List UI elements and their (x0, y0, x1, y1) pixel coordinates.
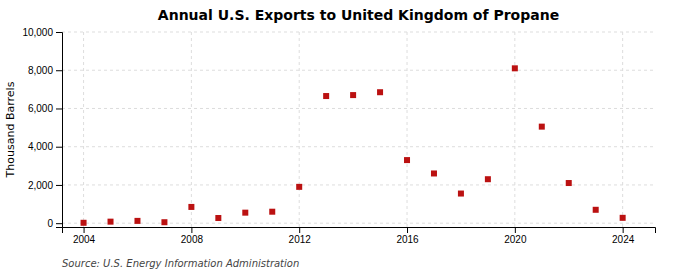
x-axis-line (63, 228, 656, 234)
point (296, 184, 302, 190)
x-tick-label: 2016 (396, 234, 419, 245)
point (323, 93, 329, 99)
point (242, 210, 248, 216)
point (431, 170, 437, 176)
plot-area: 2004 2008 2012 2016 2020 2024 0 2,000 4,000 6,000… (22, 27, 655, 245)
point (539, 124, 545, 130)
point (188, 204, 194, 210)
y-tick-label: 0 (47, 218, 53, 229)
point (377, 89, 383, 95)
grid-line-y (62, 32, 655, 33)
y-tick-mark (56, 32, 62, 33)
x-tick: 2012 (289, 227, 312, 245)
y-tick-mark (56, 185, 62, 186)
x-tick-mark (191, 227, 192, 233)
y-tick: 2,000 (28, 180, 62, 191)
x-tick-label: 2008 (181, 234, 204, 245)
point (81, 220, 87, 226)
point (566, 180, 572, 186)
grid (62, 32, 655, 227)
y-tick-mark (56, 70, 62, 71)
x-tick: 2004 (73, 227, 96, 245)
y-tick: 0 (47, 218, 62, 229)
x-tick-mark (515, 227, 516, 233)
x-tick: 2024 (612, 227, 635, 245)
grid-line-y (62, 146, 655, 147)
chart: 2004 2008 2012 2016 2020 2024 0 2,000 4,000 6,000… (0, 0, 675, 275)
grid-line-x (191, 32, 192, 227)
y-tick-label: 2,000 (28, 180, 53, 191)
x-tick-mark (407, 227, 408, 233)
grid-line-x (514, 32, 515, 227)
point (269, 209, 275, 215)
y-tick: 8,000 (28, 65, 62, 76)
y-tick: 4,000 (28, 141, 62, 152)
y-tick-mark (56, 223, 62, 224)
x-axis: 2004 2008 2012 2016 2020 2024 (63, 227, 656, 245)
grid-line-y (62, 223, 655, 224)
y-tick-label: 4,000 (28, 141, 53, 152)
grid-line-x (83, 32, 84, 227)
point (458, 191, 464, 197)
point (485, 176, 491, 182)
y-axis: 0 2,000 4,000 6,000 8,000 10,000 (22, 27, 62, 229)
y-tick-label: 6,000 (28, 103, 53, 114)
y-tick: 6,000 (28, 103, 62, 114)
x-tick-label: 2012 (289, 234, 312, 245)
title: Annual U.S. Exports to United Kingdom of… (158, 7, 559, 23)
point (350, 92, 356, 98)
x-tick-mark (623, 227, 624, 233)
point (620, 215, 626, 221)
x-tick: 2008 (181, 227, 204, 245)
annotation: Source: U.S. Energy Information Administ… (62, 258, 299, 269)
points (81, 65, 626, 225)
grid-line-x (622, 32, 623, 227)
point (161, 219, 167, 225)
x-tick-label: 2024 (612, 234, 635, 245)
grid-line-x (299, 32, 300, 227)
point (404, 157, 410, 163)
y-axis-line (56, 33, 63, 228)
point (512, 65, 518, 71)
x-tick: 2016 (396, 227, 419, 245)
grid-line-y (62, 70, 655, 71)
point (108, 219, 114, 225)
y-tick-mark (56, 108, 62, 109)
y-tick-label: 8,000 (28, 65, 53, 76)
x-tick-label: 2020 (504, 234, 527, 245)
y-tick: 10,000 (22, 27, 62, 38)
grid-line-x (407, 32, 408, 227)
x-tick-mark (299, 227, 300, 233)
point (134, 218, 140, 224)
y-axis-label: Thousand Barrels (4, 81, 17, 178)
grid-line-y (62, 108, 655, 109)
point (215, 215, 221, 221)
point (593, 207, 599, 213)
y-tick-mark (56, 147, 62, 148)
x-tick: 2020 (504, 227, 527, 245)
x-tick-mark (84, 227, 85, 233)
y-tick-label: 10,000 (22, 27, 53, 38)
x-tick-label: 2004 (73, 234, 96, 245)
